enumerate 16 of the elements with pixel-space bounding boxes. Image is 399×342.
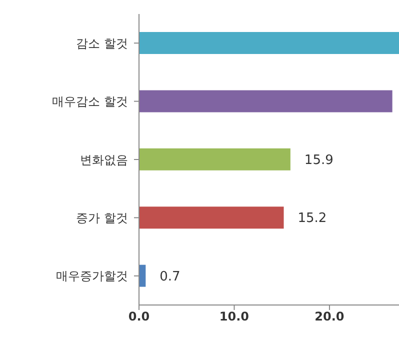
data-label: 15.9 xyxy=(304,153,334,168)
y-tick-label: 매우감소 할것 xyxy=(52,94,128,109)
data-label: 0.7 xyxy=(160,269,180,284)
x-tick-label: 0.0 xyxy=(128,310,150,324)
data-label: 15.2 xyxy=(298,211,327,226)
x-tick-label: 10.0 xyxy=(219,310,250,324)
x-tick-label: 20.0 xyxy=(314,310,344,324)
y-tick-label: 매우증가할것 xyxy=(56,269,128,284)
y-tick-label: 감소 할것 xyxy=(76,36,128,50)
bar xyxy=(139,206,284,229)
y-tick-label: 변화없음 xyxy=(80,152,128,167)
bar xyxy=(139,148,290,170)
bar xyxy=(139,264,146,287)
y-tick-label: 증가 할것 xyxy=(76,210,128,225)
bar xyxy=(139,32,399,54)
bar xyxy=(139,90,392,112)
